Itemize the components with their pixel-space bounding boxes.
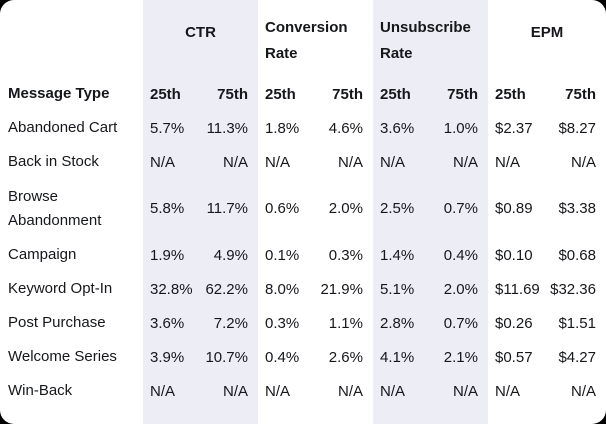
column-header-unsub-25th: 25th bbox=[380, 85, 411, 103]
row-label: Win-Back bbox=[8, 382, 73, 399]
group-header-ctr: CTR bbox=[185, 24, 216, 41]
cell: N/A bbox=[570, 382, 596, 400]
cell: 1.9% bbox=[150, 246, 185, 264]
unsubscribe-shaded-band bbox=[373, 0, 488, 424]
cell: 0.1% bbox=[265, 246, 300, 264]
row-label: Campaign bbox=[8, 246, 77, 263]
cell: 4.9% bbox=[213, 246, 248, 264]
group-header-unsubscribe-rate: Unsubscribe Rate bbox=[380, 19, 471, 62]
cell: N/A bbox=[452, 382, 478, 400]
cell: N/A bbox=[337, 382, 363, 400]
cell: $0.57 bbox=[495, 348, 533, 366]
column-header-epm-75th: 75th bbox=[565, 85, 596, 103]
column-header-conv-75th: 75th bbox=[332, 85, 363, 103]
table-row: Welcome Series 3.9% 10.7% 0.4% 2.6% 4.1%… bbox=[0, 340, 606, 374]
cell: 0.7% bbox=[443, 314, 478, 332]
cell: $11.69 bbox=[495, 280, 540, 298]
group-header-row: CTR Conversion Rate Unsubscribe Rate EPM bbox=[0, 0, 606, 77]
cell: N/A bbox=[265, 153, 291, 171]
row-label: Welcome Series bbox=[8, 348, 117, 365]
row-label: Back in Stock bbox=[8, 153, 99, 170]
cell: 4.1% bbox=[380, 348, 415, 366]
cell: 2.8% bbox=[380, 314, 415, 332]
benchmark-table: CTR Conversion Rate Unsubscribe Rate EPM… bbox=[0, 0, 606, 408]
cell: 2.5% bbox=[380, 200, 415, 217]
cell: 5.1% bbox=[380, 280, 415, 298]
cell: 2.0% bbox=[328, 200, 363, 217]
cell: 21.9% bbox=[320, 280, 363, 298]
column-header-ctr-75th: 75th bbox=[217, 85, 248, 103]
cell: 3.6% bbox=[150, 314, 185, 332]
table-row: Browse Abandonment 5.8% 11.7% 0.6% 2.0% … bbox=[0, 179, 606, 238]
cell: $8.27 bbox=[558, 119, 596, 137]
cell: 3.9% bbox=[150, 348, 185, 366]
cell: $0.10 bbox=[495, 246, 533, 264]
cell: $1.51 bbox=[558, 314, 596, 332]
cell: 5.8% bbox=[150, 200, 185, 217]
group-header-epm: EPM bbox=[530, 24, 564, 41]
row-label: Post Purchase bbox=[8, 314, 106, 331]
cell: 0.4% bbox=[443, 246, 478, 264]
cell: $0.89 bbox=[495, 200, 533, 217]
cell: 1.0% bbox=[443, 119, 478, 137]
column-header-unsub-75th: 75th bbox=[447, 85, 478, 103]
cell: 0.3% bbox=[265, 314, 300, 332]
cell: $2.37 bbox=[495, 119, 533, 137]
cell: 3.6% bbox=[380, 119, 415, 137]
column-header-ctr-25th: 25th bbox=[150, 85, 181, 103]
row-label: Abandoned Cart bbox=[8, 119, 118, 136]
row-label: Keyword Opt-In bbox=[8, 280, 113, 297]
cell: N/A bbox=[380, 382, 406, 400]
cell: N/A bbox=[495, 153, 521, 171]
cell: 7.2% bbox=[213, 314, 248, 332]
cell: 11.7% bbox=[206, 200, 248, 217]
cell: $32.36 bbox=[550, 280, 596, 298]
column-header-message-type: Message Type bbox=[8, 85, 110, 102]
cell: 0.3% bbox=[328, 246, 363, 264]
cell: 62.2% bbox=[205, 280, 248, 298]
cell: 0.4% bbox=[265, 348, 300, 366]
cell: $4.27 bbox=[558, 348, 596, 366]
cell: N/A bbox=[222, 382, 248, 400]
cell: N/A bbox=[150, 153, 176, 171]
table-row: Keyword Opt-In 32.8% 62.2% 8.0% 21.9% 5.… bbox=[0, 272, 606, 306]
cell: N/A bbox=[222, 153, 248, 171]
cell: $3.38 bbox=[558, 200, 596, 217]
cell: 1.1% bbox=[328, 314, 363, 332]
cell: 0.7% bbox=[443, 200, 478, 217]
cell: 2.6% bbox=[328, 348, 363, 366]
cell: 2.1% bbox=[443, 348, 478, 366]
ctr-shaded-band bbox=[143, 0, 258, 424]
cell: N/A bbox=[380, 153, 406, 171]
cell: 5.7% bbox=[150, 119, 185, 137]
cell: N/A bbox=[495, 382, 521, 400]
cell: 1.4% bbox=[380, 246, 415, 264]
column-header-epm-25th: 25th bbox=[495, 85, 526, 103]
cell: 10.7% bbox=[205, 348, 248, 366]
cell: N/A bbox=[150, 382, 176, 400]
group-header-conversion-rate: Conversion Rate bbox=[265, 19, 348, 62]
table-row: Campaign 1.9% 4.9% 0.1% 0.3% 1.4% 0.4% $… bbox=[0, 238, 606, 272]
cell: N/A bbox=[452, 153, 478, 171]
cell: 32.8% bbox=[150, 280, 193, 298]
cell: 8.0% bbox=[265, 280, 300, 298]
cell: N/A bbox=[570, 153, 596, 171]
cell: N/A bbox=[265, 382, 291, 400]
table-row: Back in Stock N/A N/A N/A N/A N/A N/A N/… bbox=[0, 145, 606, 179]
cell: 1.8% bbox=[265, 119, 300, 137]
row-label: Browse Abandonment bbox=[8, 187, 102, 229]
cell: 2.0% bbox=[443, 280, 478, 298]
cell: N/A bbox=[337, 153, 363, 171]
column-header-row: Message Type 25th 75th 25th 75th 25th 75… bbox=[0, 77, 606, 111]
table-row: Win-Back N/A N/A N/A N/A N/A N/A N/A N/A bbox=[0, 374, 606, 408]
cell: 4.6% bbox=[328, 119, 363, 137]
cell: $0.68 bbox=[558, 246, 596, 264]
cell: $0.26 bbox=[495, 314, 533, 332]
table-row: Abandoned Cart 5.7% 11.3% 1.8% 4.6% 3.6%… bbox=[0, 111, 606, 145]
column-header-conv-25th: 25th bbox=[265, 85, 296, 103]
table-row: Post Purchase 3.6% 7.2% 0.3% 1.1% 2.8% 0… bbox=[0, 306, 606, 340]
cell: 0.6% bbox=[265, 200, 300, 217]
cell: 11.3% bbox=[206, 119, 248, 137]
